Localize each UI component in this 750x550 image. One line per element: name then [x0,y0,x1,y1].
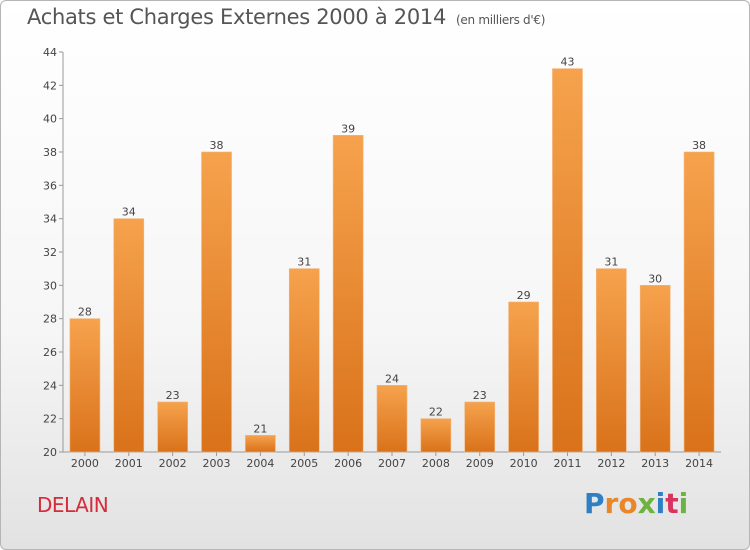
bar-value-label: 22 [429,406,443,419]
bar-value-label: 34 [122,206,136,219]
y-tick-label: 42 [43,79,57,92]
bar [288,268,320,453]
x-tick-label: 2004 [246,457,274,470]
logo-letter: i [655,487,666,520]
logo-letter: t [665,487,679,520]
y-tick-label: 24 [43,379,57,392]
bar-value-label: 28 [78,306,92,319]
proxiti-logo: Proxiti [584,487,688,520]
bar-value-label: 23 [473,389,487,402]
x-tick-label: 2008 [422,457,450,470]
logo-letter: P [584,487,605,520]
x-tick-label: 2005 [290,457,318,470]
y-tick-label: 28 [43,313,57,326]
commune-name: DELAIN [37,493,109,517]
x-tick-label: 2013 [641,457,669,470]
logo-letter: i [678,487,689,520]
bar-value-label: 23 [166,389,180,402]
x-tick-label: 2007 [378,457,406,470]
bar-value-label: 30 [648,272,662,285]
x-tick-label: 2006 [334,457,362,470]
y-tick-label: 22 [43,413,57,426]
bar-value-label: 38 [210,139,224,152]
bar [376,385,408,453]
x-tick-label: 2009 [466,457,494,470]
bar-value-label: 38 [692,139,706,152]
x-tick-label: 2012 [597,457,625,470]
bar [157,401,188,453]
y-tick-label: 20 [43,446,57,459]
y-tick-label: 30 [43,279,57,292]
y-tick-label: 34 [43,213,57,226]
bar [420,418,452,453]
x-tick-label: 2001 [115,457,143,470]
bar-value-label: 24 [385,372,399,385]
bar [464,401,496,453]
bar [69,318,101,453]
bar [201,151,232,453]
bar-value-label: 29 [517,289,531,302]
bar-value-label: 31 [297,256,311,269]
y-tick-label: 36 [43,179,57,192]
bar [113,218,145,453]
y-tick-label: 32 [43,246,57,259]
y-tick-label: 26 [43,346,57,359]
x-tick-label: 2000 [71,457,99,470]
chart-title: Achats et Charges Externes 2000 à 2014 (e… [27,5,545,29]
bar-value-label: 31 [604,256,618,269]
bar [683,151,715,453]
bar [596,268,627,453]
bar [332,135,364,453]
y-tick-label: 38 [43,146,57,159]
bar-value-label: 21 [253,422,267,435]
y-tick-label: 44 [43,46,57,59]
x-tick-label: 2002 [159,457,187,470]
y-tick-label: 40 [43,113,57,126]
logo-letter: o [618,487,638,520]
x-tick-label: 2014 [685,457,713,470]
bars: 28 34 23 38 21 31 39 24 22 23 29 43 31 30 38 [69,56,715,453]
bar-value-label: 39 [341,122,355,135]
x-tick-label: 2003 [203,457,231,470]
chart-subtitle: (en milliers d'€) [456,13,546,27]
bar [245,435,276,453]
bar [639,285,671,453]
x-axis: 2000 2001 2002 2003 2004 2005 2006 2007 2008 2009… [63,451,721,470]
logo-letter: r [604,487,619,520]
bar [552,68,583,453]
x-tick-label: 2011 [553,457,581,470]
bar-value-label: 43 [560,56,574,69]
x-tick-label: 2010 [510,457,538,470]
logo-letter: x [637,487,656,520]
bar [508,301,539,453]
y-axis: 20 22 24 26 28 30 32 34 36 38 40 42 44 [43,46,64,459]
chart-title-text: Achats et Charges Externes 2000 à 2014 [27,5,447,29]
